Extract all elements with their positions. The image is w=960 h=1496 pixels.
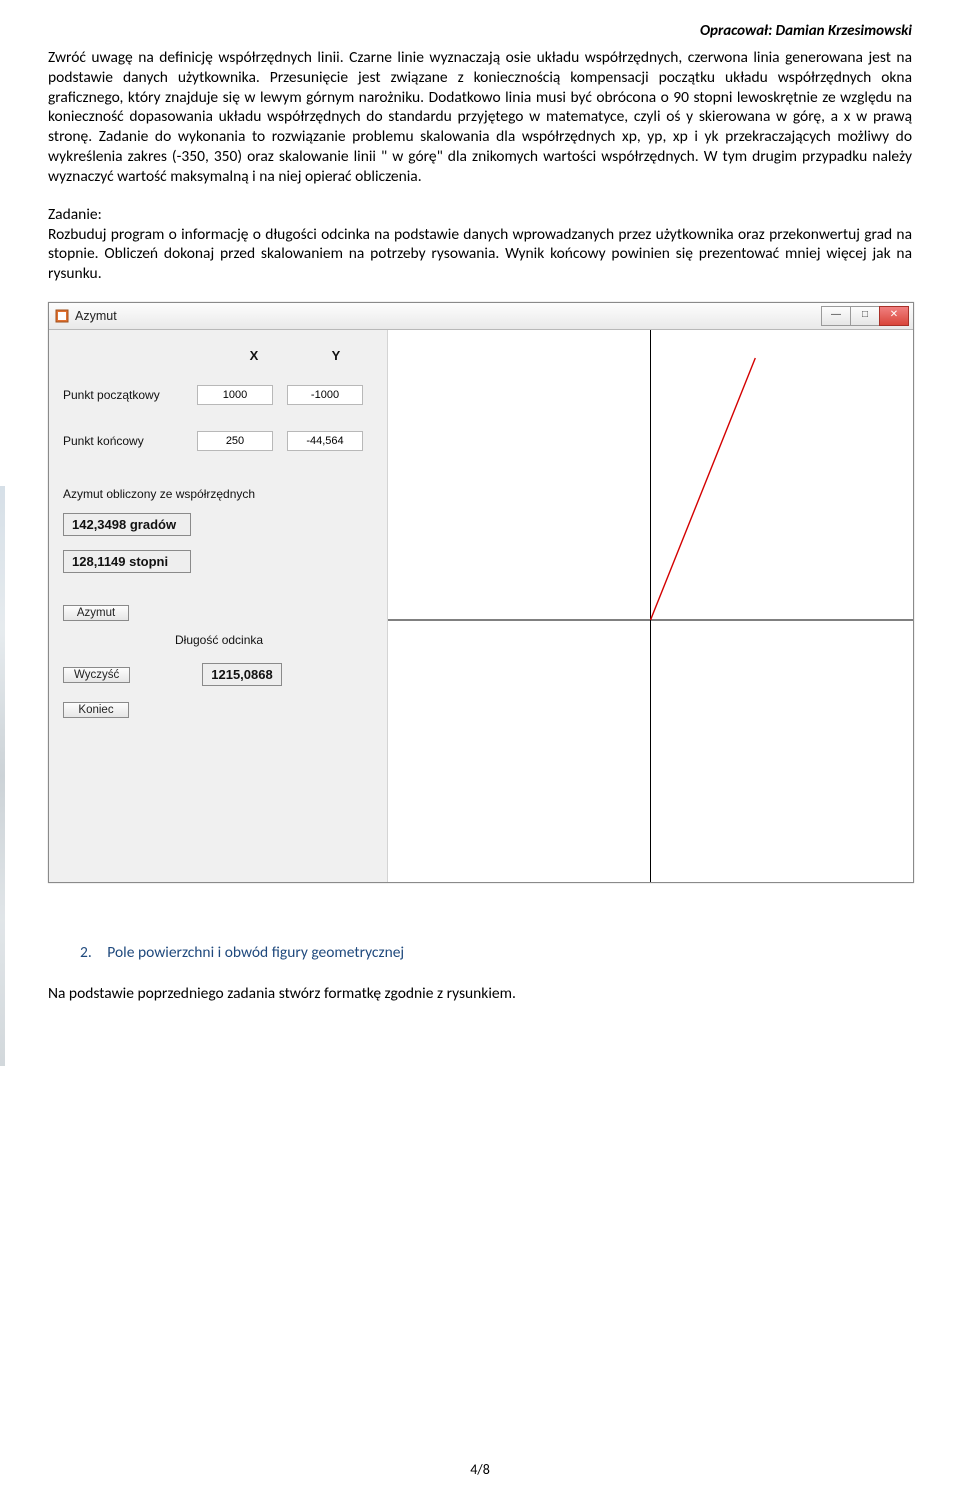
result-grads: 142,3498 gradów <box>63 513 191 536</box>
page-number: 4/8 <box>0 1461 960 1478</box>
canvas-svg <box>388 330 913 882</box>
azimuth-heading: Azymut obliczony ze współrzędnych <box>63 487 377 501</box>
drawing-canvas <box>387 330 913 882</box>
length-label: Długość odcinka <box>175 633 263 647</box>
minimize-button[interactable]: — <box>821 306 851 326</box>
form-panel: X Y Punkt początkowy Punkt końcowy Azymu… <box>49 330 387 882</box>
task-text: Rozbuduj program o informację o długości… <box>48 225 912 284</box>
length-value: 1215,0868 <box>202 663 281 686</box>
window-body: X Y Punkt początkowy Punkt końcowy Azymu… <box>49 330 913 882</box>
section-2-text: Na podstawie poprzedniego zadania stwórz… <box>48 984 912 1003</box>
app-icon <box>55 309 69 323</box>
section-2-heading: 2. Pole powierzchni i obwód figury geome… <box>80 943 912 962</box>
column-header-x: X <box>213 348 295 363</box>
result-degrees: 128,1149 stopni <box>63 550 191 573</box>
body-paragraph-1: Zwróć uwagę na definicję współrzędnych l… <box>48 48 912 187</box>
length-label-row: Długość odcinka <box>63 633 377 647</box>
input-start-y[interactable] <box>287 385 363 405</box>
input-start-x[interactable] <box>197 385 273 405</box>
label-end-point: Punkt końcowy <box>63 434 197 448</box>
azimuth-button[interactable]: Azymut <box>63 605 129 621</box>
row-start-point: Punkt początkowy <box>63 385 377 405</box>
maximize-button[interactable]: □ <box>850 306 880 326</box>
task-label: Zadanie: <box>48 205 912 225</box>
app-window: Azymut — □ ✕ X Y Punkt początkowy <box>48 302 914 883</box>
exit-button[interactable]: Koniec <box>63 702 129 718</box>
window-controls: — □ ✕ <box>822 306 909 326</box>
label-start-point: Punkt początkowy <box>63 388 197 402</box>
window-titlebar[interactable]: Azymut — □ ✕ <box>49 303 913 330</box>
input-end-y[interactable] <box>287 431 363 451</box>
user-line <box>651 358 756 620</box>
column-headers: X Y <box>213 348 377 363</box>
app-screenshot: Azymut — □ ✕ X Y Punkt początkowy <box>48 302 912 883</box>
page-edge-decoration <box>0 486 5 1066</box>
window-title: Azymut <box>75 309 822 323</box>
section-2-title: Pole powierzchni i obwód figury geometry… <box>107 943 404 962</box>
section-2-number: 2. <box>80 943 92 962</box>
row-end-point: Punkt końcowy <box>63 431 377 451</box>
header-author: Opracował: Damian Krzesimowski <box>48 22 912 40</box>
clear-button[interactable]: Wyczyść <box>63 667 130 683</box>
close-button[interactable]: ✕ <box>879 306 909 326</box>
column-header-y: Y <box>295 348 377 363</box>
input-end-x[interactable] <box>197 431 273 451</box>
